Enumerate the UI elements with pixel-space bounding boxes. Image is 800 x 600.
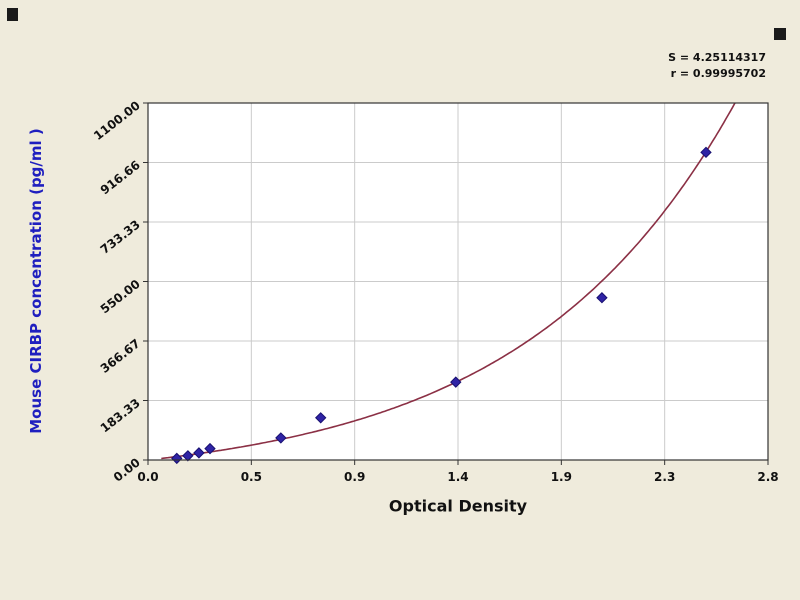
y-tick-label: 366.67 — [98, 336, 143, 376]
x-tick-label: 0.9 — [344, 470, 365, 484]
x-tick-label: 1.9 — [551, 470, 572, 484]
x-tick-label: 0.0 — [137, 470, 158, 484]
x-tick-label: 2.3 — [654, 470, 675, 484]
data-point — [275, 432, 287, 444]
data-point — [171, 452, 183, 465]
y-tick-label: 1100.00 — [91, 98, 143, 143]
x-tick-label: 0.5 — [241, 470, 262, 484]
x-tick-label: 1.4 — [447, 470, 468, 484]
y-tick-label: 183.33 — [98, 396, 143, 436]
plot-border — [147, 102, 769, 461]
data-point — [450, 376, 462, 388]
data-point — [204, 442, 216, 455]
y-tick-label: 916.66 — [98, 158, 143, 198]
data-point — [182, 450, 194, 462]
data-point — [315, 412, 327, 424]
y-tick-label: 550.00 — [98, 277, 143, 317]
y-tick-label: 733.33 — [98, 217, 143, 257]
fit-s-value: S = 4.25114317 — [668, 51, 766, 64]
x-tick-label: 2.8 — [757, 470, 778, 484]
corner-mark-top-right — [774, 28, 786, 40]
fitted-curve — [161, 102, 736, 460]
fit-r-value: r = 0.99995702 — [670, 67, 766, 80]
data-point — [700, 146, 712, 159]
fit-statistics: S = 4.25114317 r = 0.99995702 — [668, 50, 766, 82]
data-point — [193, 447, 205, 459]
corner-mark-top-left — [7, 8, 18, 21]
data-point — [596, 292, 608, 304]
x-axis-title: Optical Density — [388, 496, 528, 516]
